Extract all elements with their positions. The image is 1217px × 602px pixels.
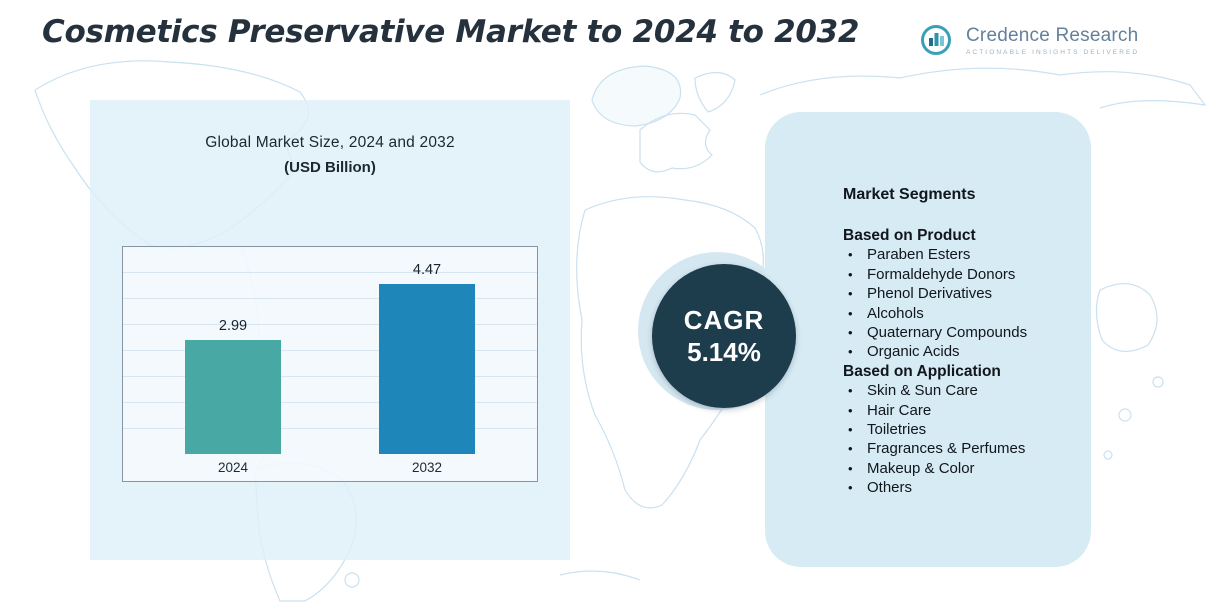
bar-column-2024: 2.99 bbox=[185, 318, 281, 454]
bullet-icon: • bbox=[848, 480, 853, 496]
segment-item: • Skin & Sun Care bbox=[843, 381, 1063, 400]
bar-value-label: 2.99 bbox=[218, 318, 248, 334]
bullet-icon: • bbox=[848, 344, 853, 360]
bullet-icon: • bbox=[848, 247, 853, 263]
market-segments-card: Market Segments Based on Product • Paraben… bbox=[765, 112, 1091, 567]
x-axis-label-2024: 2024 bbox=[217, 460, 249, 475]
bar-2024 bbox=[185, 340, 281, 454]
segment-list: • Paraben Esters • Formaldehyde Donors • Phen… bbox=[843, 245, 1063, 361]
cagr-label: CAGR bbox=[683, 304, 765, 335]
segment-item-label: Makeup & Color bbox=[867, 459, 975, 477]
segment-item-label: Quaternary Compounds bbox=[867, 324, 1028, 342]
bar-2032 bbox=[379, 284, 475, 454]
segments-groups: Based on Product • Paraben Esters • Formalde… bbox=[843, 226, 1063, 498]
page-title: Cosmetics Preservative Market to 2024 to… bbox=[42, 14, 860, 50]
logo-tagline: ACTIONABLE INSIGHTS DELIVERED bbox=[966, 48, 1140, 56]
bar-chart: 2.99 4.47 2024 2032 bbox=[122, 246, 538, 482]
cagr-badge: CAGR 5.14% bbox=[652, 264, 796, 408]
segment-item: • Quaternary Compounds bbox=[843, 323, 1063, 342]
segment-item-label: Alcohols bbox=[867, 304, 924, 322]
bar-chart-plot-area: 2.99 4.47 bbox=[123, 247, 537, 454]
bar-column-2032: 4.47 bbox=[379, 262, 475, 454]
logo-text: Credence Research bbox=[966, 24, 1139, 46]
bullet-icon: • bbox=[848, 286, 853, 302]
bar-chart-x-axis: 2024 2032 bbox=[123, 454, 537, 481]
segment-item: • Alcohols bbox=[843, 304, 1063, 323]
segment-item: • Hair Care bbox=[843, 401, 1063, 420]
segment-item-label: Organic Acids bbox=[867, 343, 960, 361]
bullet-icon: • bbox=[848, 305, 853, 321]
segments-title: Market Segments bbox=[843, 186, 976, 203]
segment-item-label: Hair Care bbox=[867, 401, 932, 419]
segment-group-heading: Based on Application bbox=[843, 362, 1001, 380]
segment-item-label: Phenol Derivatives bbox=[867, 285, 993, 303]
market-size-panel: Global Market Size, 2024 and 2032 (USD B… bbox=[90, 100, 570, 560]
segment-item: • Makeup & Color bbox=[843, 459, 1063, 478]
bar-value-label: 4.47 bbox=[412, 262, 442, 278]
segment-item: • Toiletries bbox=[843, 420, 1063, 439]
segment-item-label: Toiletries bbox=[867, 421, 927, 439]
segment-item: • Paraben Esters bbox=[843, 245, 1063, 264]
bullet-icon: • bbox=[848, 325, 853, 341]
chart-title: Global Market Size, 2024 and 2032 bbox=[205, 134, 455, 151]
credence-research-logo-icon bbox=[921, 25, 951, 55]
segment-item-label: Fragrances & Perfumes bbox=[867, 440, 1026, 458]
bullet-icon: • bbox=[848, 441, 853, 457]
segment-item-label: Paraben Esters bbox=[867, 246, 971, 264]
bullet-icon: • bbox=[848, 266, 853, 282]
cagr-value: 5.14% bbox=[687, 336, 761, 367]
segment-item-label: Others bbox=[867, 479, 913, 497]
credence-research-logo: Credence Research ACTIONABLE INSIGHTS DE… bbox=[918, 22, 1139, 58]
bullet-icon: • bbox=[848, 383, 853, 399]
segment-group-heading: Based on Product bbox=[843, 227, 976, 244]
segment-item: • Organic Acids bbox=[843, 342, 1063, 361]
chart-title-block: Global Market Size, 2024 and 2032 (USD B… bbox=[90, 134, 570, 176]
chart-subtitle: (USD Billion) bbox=[284, 159, 376, 176]
bullet-icon: • bbox=[848, 402, 853, 418]
segment-item: • Formaldehyde Donors bbox=[843, 265, 1063, 284]
segment-item: • Phenol Derivatives bbox=[843, 284, 1063, 303]
segment-item-label: Skin & Sun Care bbox=[867, 382, 978, 400]
segment-item: • Others bbox=[843, 478, 1063, 497]
bullet-icon: • bbox=[848, 460, 853, 476]
x-axis-label-2032: 2032 bbox=[411, 460, 443, 475]
segment-list: • Skin & Sun Care • Hair Care • Toiletries • Fr… bbox=[843, 381, 1063, 497]
bullet-icon: • bbox=[848, 422, 853, 438]
segment-item: • Fragrances & Perfumes bbox=[843, 439, 1063, 458]
segment-item-label: Formaldehyde Donors bbox=[867, 265, 1016, 283]
